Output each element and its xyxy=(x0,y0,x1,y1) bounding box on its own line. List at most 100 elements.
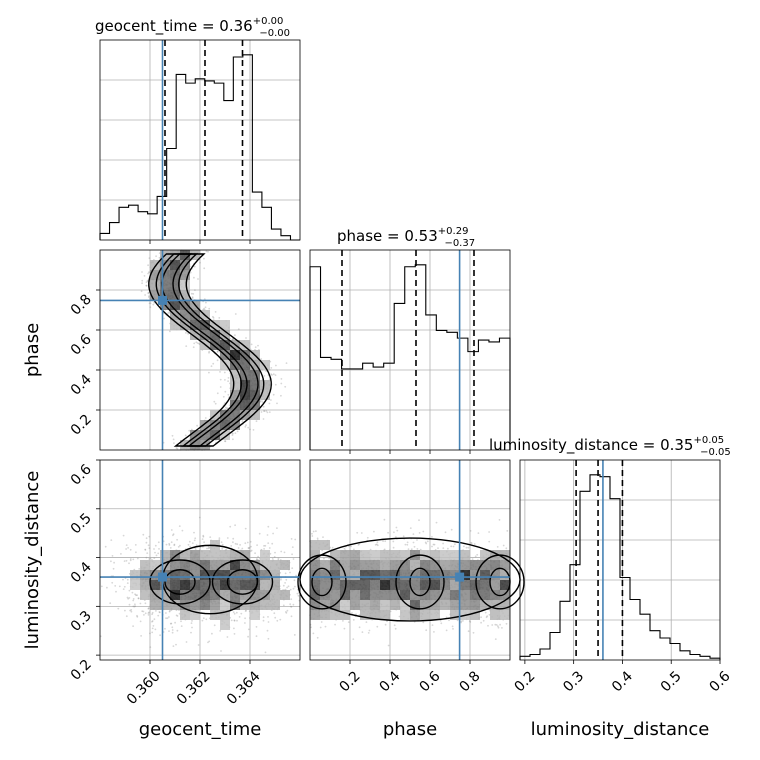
sample-point xyxy=(220,650,222,652)
sample-point xyxy=(127,547,129,549)
sample-point xyxy=(203,267,206,270)
sample-point xyxy=(155,610,157,612)
sample-point xyxy=(244,622,246,624)
sample-point xyxy=(247,547,250,549)
sample-point xyxy=(206,547,208,550)
sample-point xyxy=(452,545,455,548)
sample-point xyxy=(152,625,155,627)
sample-point xyxy=(282,584,285,587)
sample-point xyxy=(203,541,206,544)
sample-point xyxy=(249,428,251,431)
sample-point xyxy=(145,281,148,283)
sample-point xyxy=(218,537,221,540)
sample-point xyxy=(208,371,210,374)
sample-point xyxy=(249,348,252,351)
sample-point xyxy=(145,537,148,540)
sample-point xyxy=(247,426,250,429)
sample-point xyxy=(148,535,151,538)
sample-point xyxy=(244,425,247,428)
sample-point xyxy=(197,278,199,280)
sample-point xyxy=(494,638,497,640)
sample-point xyxy=(185,345,188,347)
sample-point xyxy=(154,551,156,554)
sample-point xyxy=(147,544,150,547)
sample-point xyxy=(180,625,183,627)
sample-point xyxy=(260,411,263,413)
sample-point xyxy=(151,620,154,622)
sample-point xyxy=(110,539,113,541)
sample-point xyxy=(267,637,270,640)
sample-point xyxy=(165,612,167,614)
sample-point xyxy=(256,544,258,546)
sample-point xyxy=(285,612,288,614)
sample-point xyxy=(129,558,132,560)
sample-point xyxy=(203,257,205,260)
sample-point xyxy=(127,597,130,600)
sample-point xyxy=(210,365,213,368)
sample-point xyxy=(208,307,211,310)
sample-point xyxy=(203,307,205,310)
sample-point xyxy=(241,420,244,423)
sample-point xyxy=(225,406,227,409)
sample-point xyxy=(151,613,154,616)
sample-point xyxy=(270,373,273,375)
sample-point xyxy=(219,630,222,632)
sample-point xyxy=(452,628,454,630)
sample-point xyxy=(168,610,171,613)
sample-point xyxy=(128,562,130,565)
sample-point xyxy=(237,328,240,330)
sample-point xyxy=(393,531,395,534)
sample-point xyxy=(328,557,330,560)
sample-point xyxy=(159,634,162,637)
sample-point xyxy=(233,619,236,622)
sample-point xyxy=(471,558,474,560)
sample-point xyxy=(266,629,269,632)
sample-point xyxy=(293,579,296,582)
sample-point xyxy=(224,390,227,393)
sample-point xyxy=(244,610,247,612)
sample-point xyxy=(222,395,225,398)
sample-point xyxy=(435,521,438,524)
sample-point xyxy=(147,607,150,610)
sample-point xyxy=(274,551,276,554)
sample-point xyxy=(111,581,114,584)
sample-point xyxy=(286,609,289,612)
sample-point xyxy=(100,585,103,588)
sample-point xyxy=(219,371,221,373)
sample-point xyxy=(132,598,135,600)
sample-point xyxy=(440,622,443,625)
sample-point xyxy=(248,546,251,549)
sample-point xyxy=(445,629,448,632)
sample-point xyxy=(224,440,227,443)
sample-point xyxy=(407,548,410,551)
sample-point xyxy=(250,343,253,346)
sample-point xyxy=(163,317,166,320)
sample-point xyxy=(236,543,239,546)
sample-point xyxy=(294,585,296,588)
sample-point xyxy=(486,615,489,617)
sample-point xyxy=(263,410,266,412)
sample-point xyxy=(252,429,255,431)
sample-point xyxy=(240,612,243,615)
sample-point xyxy=(168,616,170,618)
sample-point xyxy=(175,643,177,646)
sample-point xyxy=(153,548,155,550)
sample-point xyxy=(143,275,146,277)
sample-point xyxy=(159,611,161,614)
sample-point xyxy=(112,567,115,570)
sample-point xyxy=(199,261,201,264)
sample-point xyxy=(205,301,207,304)
sample-point xyxy=(125,548,127,550)
sample-point xyxy=(448,619,450,622)
sample-point xyxy=(266,534,269,536)
sample-point xyxy=(129,548,132,551)
sample-point xyxy=(175,447,178,449)
sample-point xyxy=(216,350,219,353)
sample-point xyxy=(219,386,222,388)
sample-point xyxy=(280,382,283,385)
sample-point xyxy=(291,553,293,556)
sample-point xyxy=(214,311,217,313)
sample-point xyxy=(104,545,107,548)
sample-point xyxy=(128,603,131,606)
sample-point xyxy=(134,603,136,606)
